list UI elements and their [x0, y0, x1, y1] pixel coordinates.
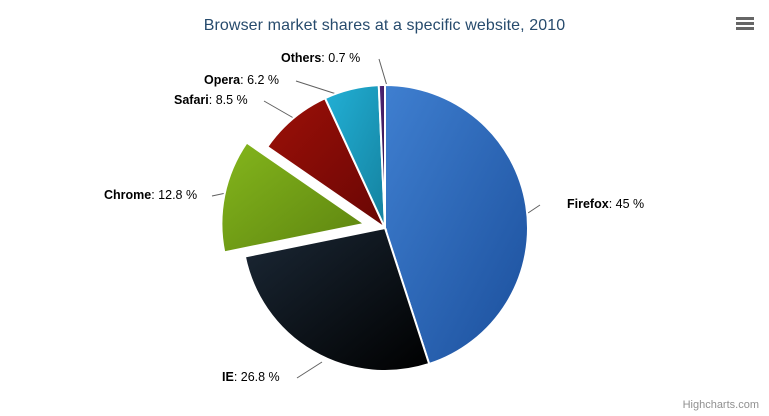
data-label-chrome: Chrome: 12.8 %: [104, 188, 197, 202]
page-title: Browser market shares at a specific webs…: [203, 17, 566, 34]
data-label-value: : 0.7 %: [321, 51, 361, 65]
data-label-firefox: Firefox: 45 %: [567, 197, 644, 211]
connector-others: [378, 58, 388, 87]
data-label-safari: Safari: 8.5 %: [174, 93, 248, 107]
data-label-value: : 45 %: [608, 197, 645, 211]
data-label-value: : 6.2 %: [240, 73, 280, 87]
data-label-value: : 12.8 %: [151, 188, 198, 202]
pie-slices: [220, 83, 529, 372]
data-label-ie: IE: 26.8 %: [222, 370, 280, 384]
data-label-name: Opera: [204, 73, 241, 87]
data-label-name: Safari: [174, 93, 209, 107]
data-label-name: Firefox: [567, 197, 609, 211]
hamburger-bar-bottom: [736, 27, 754, 30]
data-label-others: Others: 0.7 %: [281, 51, 360, 65]
hamburger-bar-middle: [736, 22, 754, 25]
data-label-name: Others: [281, 51, 322, 65]
pie-slice-others[interactable]: [377, 83, 386, 229]
data-label-name: IE: [222, 370, 234, 384]
pie-slice-ie[interactable]: [243, 226, 431, 372]
pie-slice-firefox[interactable]: [384, 83, 529, 366]
connector-ie: [296, 361, 323, 379]
credits-link[interactable]: Highcharts.com: [682, 399, 759, 411]
hamburger-bar-top: [736, 17, 754, 20]
pie-slice-chrome[interactable]: [220, 141, 367, 254]
data-label-opera: Opera: 6.2 %: [204, 73, 279, 87]
connector-firefox: [527, 204, 541, 214]
data-label-value: : 8.5 %: [208, 93, 248, 107]
hamburger-menu-icon[interactable]: [733, 13, 757, 35]
data-label-name: Chrome: [104, 188, 152, 202]
data-label-value: : 26.8 %: [233, 370, 280, 384]
